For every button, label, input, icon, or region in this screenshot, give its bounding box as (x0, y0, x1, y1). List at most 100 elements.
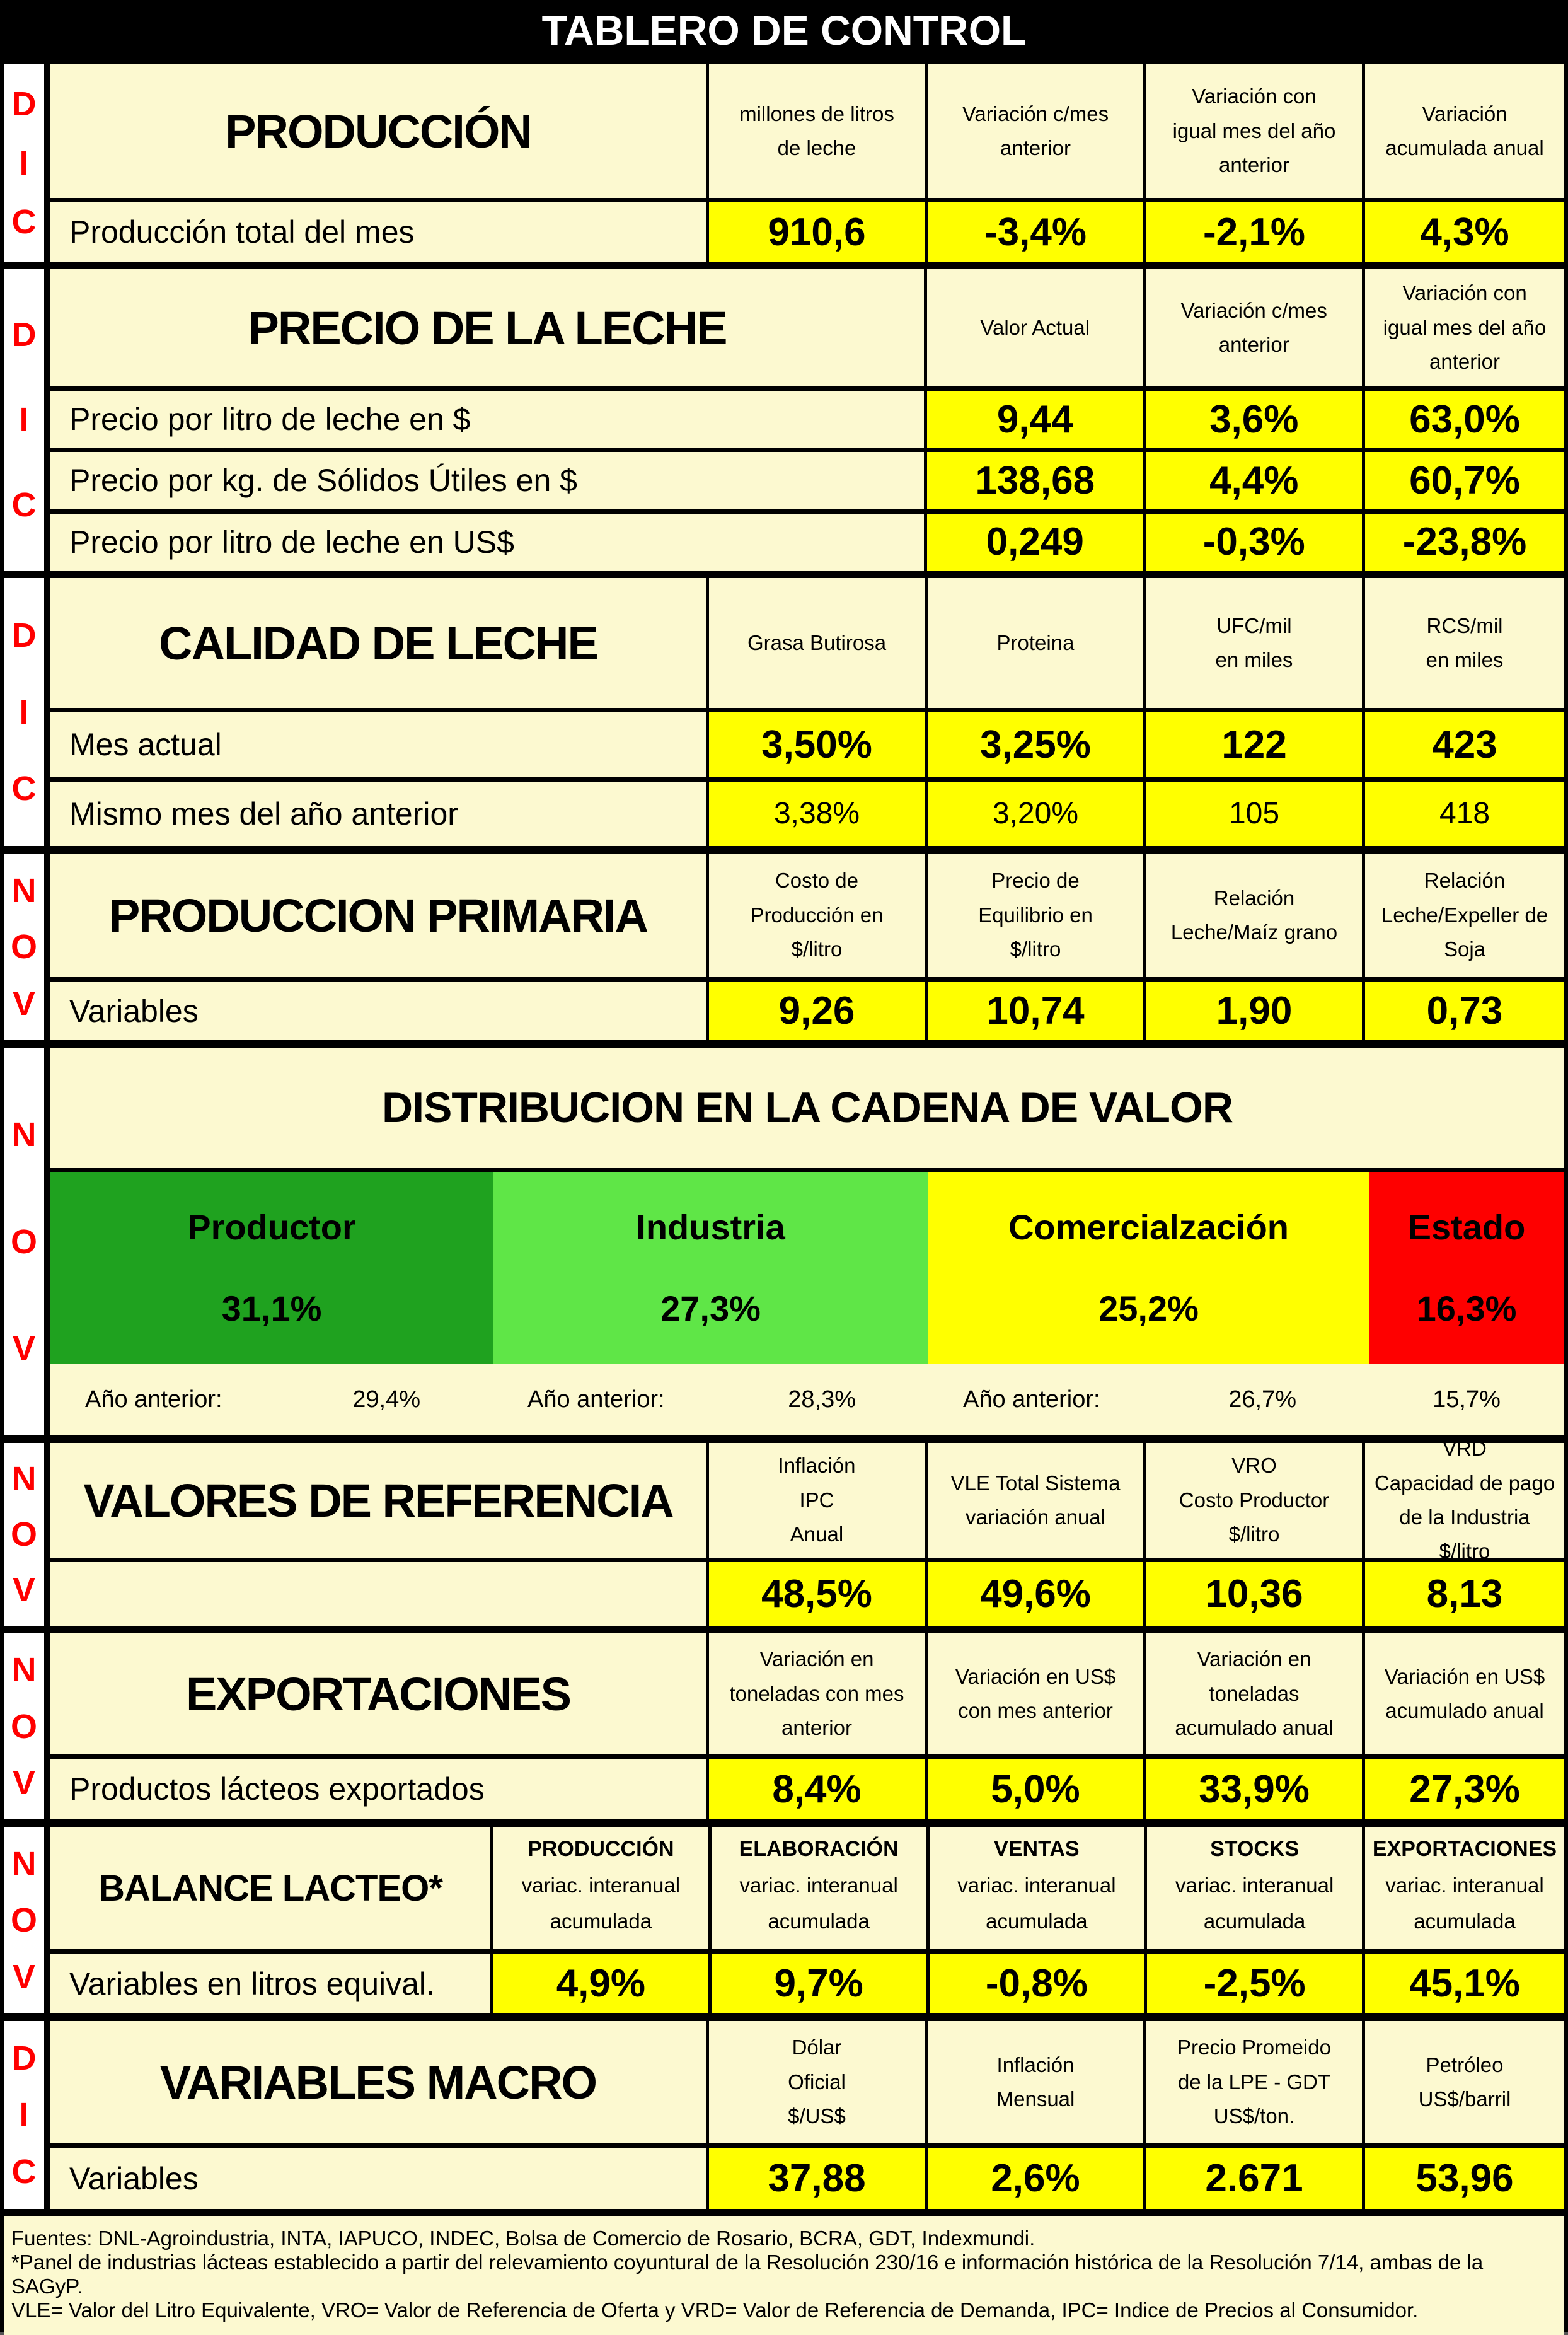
value-cell: -2,5% (1147, 1954, 1362, 2013)
precio-data-row: Precio por litro de leche en US$ 0,249 -… (50, 513, 1564, 571)
month-letter: O (10, 1515, 37, 1553)
section-title-primaria: PRODUCCION PRIMARIA (50, 854, 706, 977)
row-label: Precio por litro de leche en US$ (50, 513, 924, 571)
value-cell: 138,68 (927, 452, 1143, 509)
value-cell: -2,1% (1146, 202, 1362, 262)
month-letter: I (19, 401, 29, 439)
value-cell: 105 (1146, 781, 1362, 846)
month-letter: N (11, 1460, 37, 1498)
column-header-sub: variac. interanual acumulada (1175, 1874, 1334, 1933)
column-header-top: STOCKS (1210, 1837, 1300, 1862)
prev-year-label: Año anterior: (963, 1386, 1100, 1413)
segment-percent: 16,3% (1416, 1289, 1517, 1328)
precio-data-row: Precio por litro de leche en $ 9,44 3,6%… (50, 391, 1564, 448)
prev-year-estado: 15,7% (1369, 1386, 1564, 1413)
value-cell: 423 (1365, 712, 1564, 777)
month-letter: I (19, 693, 29, 731)
month-letter: V (12, 1329, 36, 1367)
precio-header-row: PRECIO DE LA LECHE Valor Actual Variació… (50, 269, 1564, 386)
column-header: Variación acumulada anual (1365, 64, 1564, 198)
previous-year-row: Año anterior: 29,4% Año anterior: 28,3% … (50, 1364, 1564, 1435)
section-calidad: D I C CALIDAD DE LECHE Grasa Butirosa Pr… (4, 578, 1564, 846)
month-letter: D (11, 616, 37, 654)
value-cell: -23,8% (1365, 513, 1564, 571)
balance-header-row: BALANCE LACTEO* PRODUCCIÓN variac. inter… (50, 1827, 1564, 1949)
value-cell: 9,7% (711, 1954, 926, 2013)
column-header: Relación Leche/Expeller de Soja (1365, 854, 1564, 977)
balance-data-row: Variables en litros equival. 4,9% 9,7% -… (50, 1954, 1564, 2013)
valores-header-row: VALORES DE REFERENCIA Inflación IPC Anua… (50, 1437, 1564, 1563)
section-precio: D I C PRECIO DE LA LECHE Valor Actual Va… (4, 269, 1564, 571)
prev-year-value: 28,3% (788, 1386, 856, 1413)
column-header: Precio de Equilibrio en $/litro (928, 854, 1143, 977)
column-header-sub: variac. interanual acumulada (521, 1874, 681, 1933)
column-header: VRO Costo Productor $/litro (1146, 1443, 1362, 1558)
value-cell: 9,26 (709, 982, 925, 1040)
column-header: Valor Actual (927, 269, 1143, 386)
column-header: Relación Leche/Maíz grano (1146, 854, 1362, 977)
section-primaria: N O V PRODUCCION PRIMARIA Costo de Produ… (4, 854, 1564, 1040)
section-valores: N O V VALORES DE REFERENCIA Inflación IP… (4, 1437, 1564, 1626)
value-cell: 0,249 (927, 513, 1143, 571)
value-cell: 4,4% (1146, 452, 1362, 509)
month-letter: N (11, 871, 37, 910)
column-header: Variación en toneladas con mes anterior (709, 1633, 925, 1754)
value-cell: 4,3% (1365, 202, 1564, 262)
prev-year-value: 26,7% (1228, 1386, 1296, 1413)
primaria-data-row: Variables 9,26 10,74 1,90 0,73 (50, 982, 1564, 1040)
column-header: Variación con igual mes del año anterior (1146, 64, 1362, 198)
month-letters-nov: N O V (4, 1827, 44, 2013)
value-cell: 63,0% (1365, 391, 1564, 448)
column-header-top: PRODUCCIÓN (527, 1837, 674, 1862)
month-letter: V (12, 1957, 36, 1996)
primaria-header-row: PRODUCCION PRIMARIA Costo de Producción … (50, 854, 1564, 977)
value-cell: -0,8% (929, 1954, 1144, 2013)
row-label: Variables (50, 982, 706, 1040)
section-title-balance: BALANCE LACTEO* (50, 1827, 490, 1949)
segment-name: Comercialzación (1008, 1207, 1289, 1247)
band-segment-comercializacion: Comercialzación 25,2% (928, 1172, 1369, 1364)
value-cell: -0,3% (1146, 513, 1362, 571)
month-letters-dic: D I C (4, 269, 44, 571)
value-cell: 910,6 (709, 202, 925, 262)
produccion-data-row: Producción total del mes 910,6 -3,4% -2,… (50, 202, 1564, 262)
month-letters-nov: N O V (4, 1443, 44, 1626)
section-exportaciones: N O V EXPORTACIONES Variación en tonelad… (4, 1633, 1564, 1819)
row-label: Precio por kg. de Sólidos Útiles en $ (50, 452, 924, 509)
row-label: Mes actual (50, 712, 706, 777)
row-label: Precio por litro de leche en $ (50, 391, 924, 448)
column-header: millones de litros de leche (709, 64, 925, 198)
column-header: Inflación IPC Anual (709, 1443, 925, 1558)
value-cell: 33,9% (1146, 1759, 1362, 1819)
footer-notes: Fuentes: DNL-Agroindustria, INTA, IAPUCO… (4, 2216, 1564, 2335)
calidad-data-row-actual: Mes actual 3,50% 3,25% 122 423 (50, 712, 1564, 777)
column-header: VRD Capacidad de pago de la Industria $/… (1365, 1437, 1564, 1563)
precio-data-row: Precio por kg. de Sólidos Útiles en $ 13… (50, 452, 1564, 509)
band-segment-estado: Estado 16,3% (1369, 1172, 1564, 1364)
month-letter: D (11, 316, 37, 354)
row-label: Producción total del mes (50, 202, 706, 262)
column-header: Petróleo US$/barril (1365, 2021, 1564, 2143)
value-cell: 122 (1146, 712, 1362, 777)
value-cell: 45,1% (1365, 1954, 1564, 2013)
column-header-sub: variac. interanual acumulada (739, 1874, 898, 1933)
section-title-distribucion: DISTRIBUCION EN LA CADENA DE VALOR (50, 1048, 1564, 1168)
value-cell: -3,4% (928, 202, 1143, 262)
column-header: Variación c/mes anterior (928, 64, 1143, 198)
valores-data-row: 48,5% 49,6% 10,36 8,13 (50, 1562, 1564, 1626)
value-cell: 1,90 (1146, 982, 1362, 1040)
column-header: Variación con igual mes del año anterior (1365, 269, 1564, 386)
column-header-sub: variac. interanual acumulada (1385, 1874, 1544, 1933)
column-header: EXPORTACIONES variac. interanual acumula… (1365, 1827, 1564, 1949)
section-produccion: D I C PRODUCCIÓN millones de litros de l… (4, 64, 1564, 262)
month-letter: D (11, 84, 37, 123)
band-segment-productor: Productor 31,1% (50, 1172, 493, 1364)
row-label: Productos lácteos exportados (50, 1759, 706, 1819)
column-header-sub: variac. interanual acumulada (957, 1874, 1116, 1933)
value-cell: 0,73 (1365, 982, 1564, 1040)
column-header: Variación en US$ acumulado anual (1365, 1633, 1564, 1754)
value-cell: 10,36 (1146, 1562, 1362, 1626)
segment-percent: 31,1% (221, 1289, 322, 1328)
prev-year-industria: Año anterior: 28,3% (493, 1386, 928, 1413)
